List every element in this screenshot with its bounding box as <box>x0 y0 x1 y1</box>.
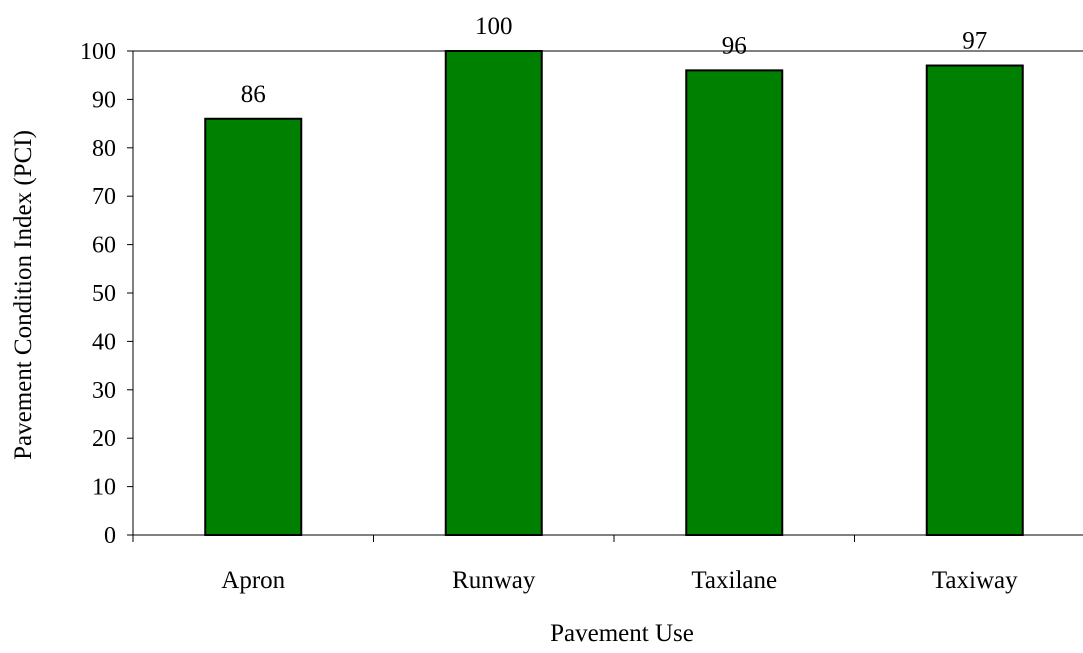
bar-runway <box>444 50 543 536</box>
x-category-label-runway: Runway <box>452 567 536 594</box>
data-label-taxiway: 97 <box>962 28 987 55</box>
data-labels: 86 100 96 97 <box>241 13 988 108</box>
x-axis-title: Pavement Use <box>550 620 694 647</box>
bar-taxilane <box>685 69 784 537</box>
x-axis: Apron Runway Taxilane Taxiway <box>132 534 1083 594</box>
y-axis: 0 10 20 30 40 50 60 70 80 90 100 <box>80 39 134 549</box>
y-tick-label: 90 <box>92 87 116 113</box>
data-label-apron: 86 <box>241 81 266 108</box>
y-tick-label: 80 <box>92 136 116 162</box>
y-tick-label: 0 <box>104 523 116 549</box>
bar-taxiway <box>925 64 1024 537</box>
y-tick-label: 100 <box>80 39 116 65</box>
y-axis-title: Pavement Condition Index (PCI) <box>10 130 37 460</box>
y-tick-label: 20 <box>92 426 116 452</box>
y-tick-label: 70 <box>92 184 116 210</box>
y-tick-label: 60 <box>92 233 116 259</box>
bar-apron <box>204 117 303 536</box>
y-tick-label: 40 <box>92 329 116 355</box>
y-tick-label: 50 <box>92 281 116 307</box>
x-category-label-apron: Apron <box>221 567 285 594</box>
y-tick-label: 10 <box>92 475 116 501</box>
data-label-taxilane: 96 <box>722 32 747 59</box>
data-label-runway: 100 <box>475 13 513 40</box>
y-tick-label: 30 <box>92 378 116 404</box>
x-category-label-taxilane: Taxilane <box>691 567 777 594</box>
bars <box>204 50 1024 537</box>
x-category-label-taxiway: Taxiway <box>932 567 1018 594</box>
